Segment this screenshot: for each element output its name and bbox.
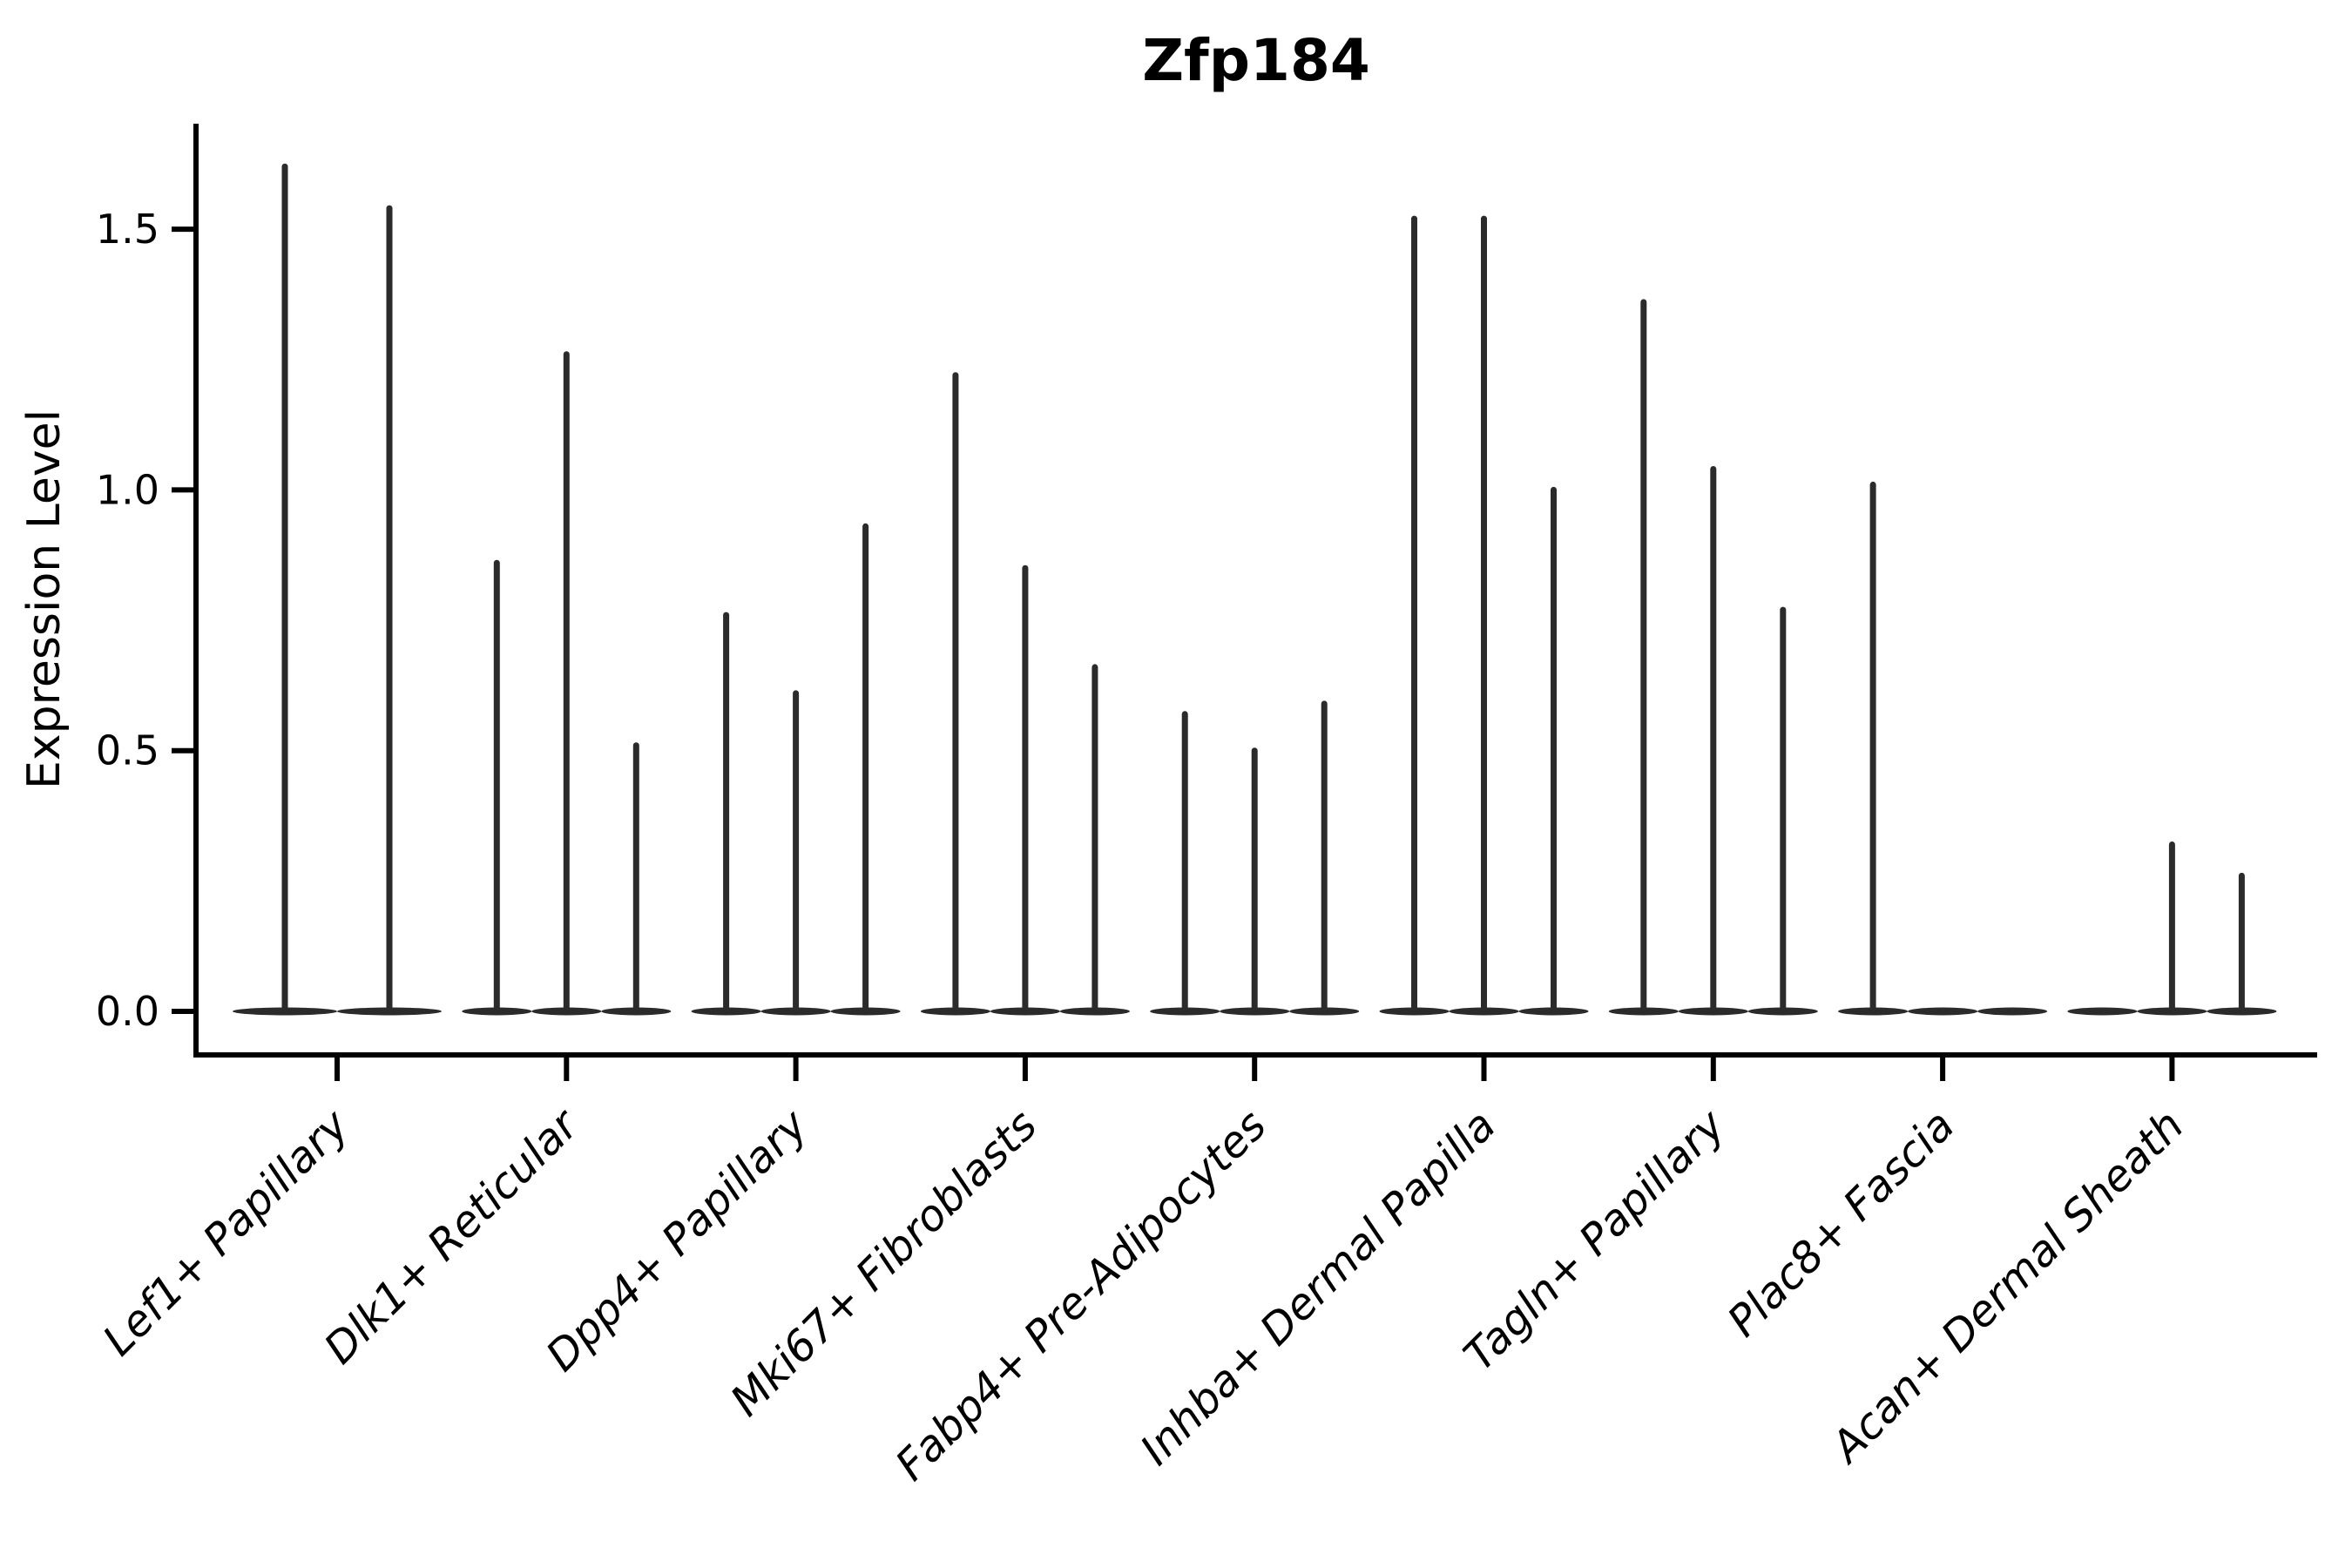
violins-layer	[233, 163, 2277, 1016]
x-tick-label: Plac8+ Fascia	[1718, 1100, 1963, 1346]
y-tick-label: 1.0	[96, 466, 159, 513]
x-tick-label: Lef1+ Papillary	[93, 1099, 359, 1365]
y-tick-label: 0.0	[96, 988, 159, 1035]
violin-base	[1908, 1007, 1978, 1016]
violin-base	[1977, 1007, 2048, 1016]
violin-base	[2067, 1007, 2138, 1016]
plot-title: Zfp184	[1142, 27, 1370, 94]
y-tick-label: 1.5	[96, 206, 159, 253]
x-tick-label: Dlk1+ Reticular	[314, 1098, 589, 1373]
y-tick-label: 0.5	[96, 727, 159, 774]
x-tick-label: Fabp4+ Pre-Adipocytes	[886, 1100, 1276, 1490]
axes: 0.0 0.5 1.0 1.5	[96, 124, 2317, 1081]
y-axis-label: Expression Level	[18, 409, 71, 789]
